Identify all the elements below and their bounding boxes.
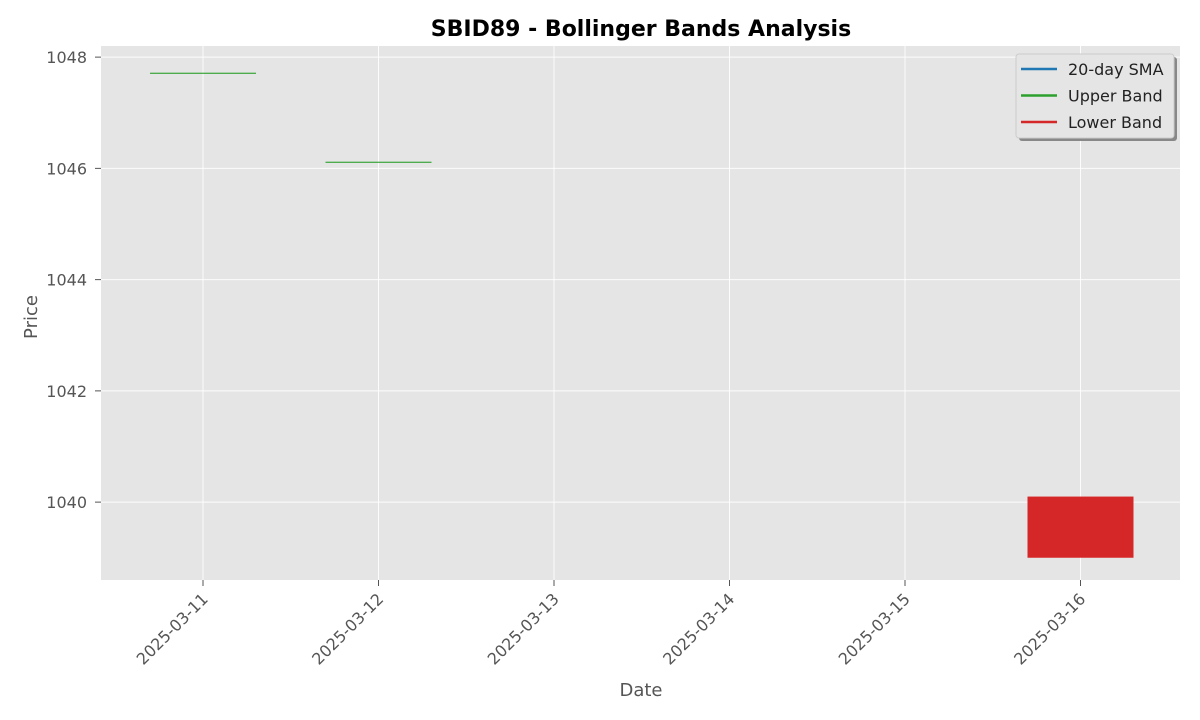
bar-lower-band — [1027, 496, 1134, 558]
legend-label-upper-band: Upper Band — [1068, 87, 1163, 106]
legend: 20-day SMA Upper Band Lower Band — [1015, 53, 1177, 141]
y-tick-label: 1040 — [46, 493, 87, 512]
y-tick-label: 1042 — [46, 382, 87, 401]
x-tick-label: 2025-03-13 — [484, 589, 563, 668]
x-tick-label: 2025-03-15 — [835, 589, 914, 668]
y-tick-label: 1048 — [46, 48, 87, 67]
x-tick-label: 2025-03-14 — [659, 589, 738, 668]
y-tick-label: 1044 — [46, 271, 87, 290]
y-axis-label: Price — [21, 295, 42, 339]
plot-area — [101, 46, 1180, 580]
chart-title: SBID89 - Bollinger Bands Analysis — [431, 17, 851, 42]
legend-label-lower-band: Lower Band — [1068, 113, 1162, 132]
x-tick-label: 2025-03-16 — [1010, 589, 1089, 668]
data-marks — [150, 72, 1134, 558]
y-tick-label: 1046 — [46, 159, 87, 178]
x-tick-label: 2025-03-12 — [308, 589, 387, 668]
legend-box — [1015, 53, 1175, 139]
grid — [101, 46, 1180, 580]
legend-label-20-day-sma: 20-day SMA — [1068, 60, 1164, 79]
bar-upper-band — [325, 161, 432, 163]
x-tick-label: 2025-03-11 — [133, 589, 212, 668]
x-axis-label: Date — [619, 680, 662, 701]
bar-upper-band — [150, 72, 256, 74]
